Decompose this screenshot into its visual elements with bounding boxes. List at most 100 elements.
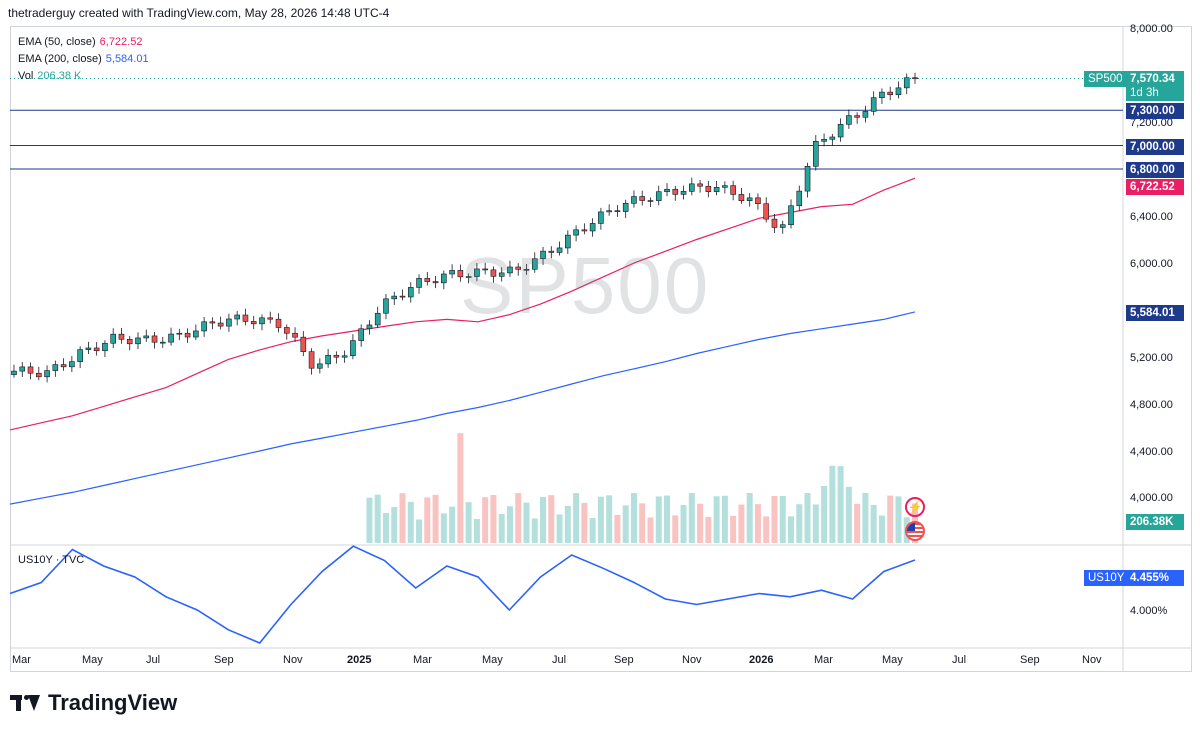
volume-bar <box>862 493 869 543</box>
candle-body <box>407 287 414 298</box>
candle-body <box>771 218 778 228</box>
volume-bar <box>432 494 439 543</box>
candle-body <box>44 370 50 378</box>
volume-tag: 206.38K <box>1126 514 1184 530</box>
candle-body <box>159 341 166 344</box>
time-axis-label: Sep <box>614 654 634 666</box>
candle-body <box>573 229 579 236</box>
legend-ema200[interactable]: EMA (200, close) 5,584.01 <box>18 53 149 65</box>
candle-body <box>779 224 786 228</box>
volume-bar <box>680 505 687 543</box>
price-tick-label: 8,000.00 <box>1130 23 1173 35</box>
volume-bar <box>730 515 737 543</box>
candle-body <box>507 266 513 274</box>
volume-bar <box>424 497 431 543</box>
candle-body <box>531 258 538 270</box>
last-price-tag: 7,570.34 <box>1126 71 1184 87</box>
candle-body <box>35 372 42 378</box>
legend-ema50-value: 6,722.52 <box>99 36 143 48</box>
candle-body <box>383 298 389 314</box>
candle-body <box>540 250 546 260</box>
volume-bar <box>622 505 629 543</box>
volume-bar <box>581 502 588 543</box>
symbol-tag: SP500 <box>1084 71 1127 87</box>
volume-bar <box>523 502 530 543</box>
candle-body <box>796 190 803 207</box>
volume-bar <box>606 495 613 543</box>
volume-bar <box>391 507 398 543</box>
volume-bar <box>655 496 662 543</box>
candle-body <box>639 196 646 201</box>
candle-body <box>391 295 398 300</box>
event-earnings-icon[interactable]: ⚡ <box>905 497 925 517</box>
volume-bar <box>754 504 761 543</box>
legend-vol[interactable]: Vol 206.38 K <box>18 70 81 82</box>
candle-body <box>713 187 720 192</box>
candle-body <box>11 370 17 375</box>
candle-body <box>292 332 298 338</box>
candle-body <box>887 91 894 96</box>
volume-bar <box>895 496 902 543</box>
candle-body <box>854 115 860 118</box>
volume-bar <box>416 519 423 543</box>
volume-bar <box>399 493 406 543</box>
candle-body <box>366 324 373 330</box>
candle-body <box>490 269 497 277</box>
price-tick-label: 4,000.00 <box>1130 492 1173 504</box>
candle-body <box>234 314 240 320</box>
volume-bar <box>449 506 456 543</box>
us10y-pane-title[interactable]: US10Y · TVC <box>18 554 85 566</box>
volume-bar <box>887 495 894 543</box>
candle-body <box>870 97 877 112</box>
volume-bar <box>457 433 464 543</box>
volume-bar <box>771 496 778 543</box>
volume-bar <box>746 493 753 543</box>
time-axis-label: Mar <box>12 654 31 666</box>
legend-vol-value: 206.38 K <box>37 70 82 82</box>
price-tick-label: 6,400.00 <box>1130 211 1173 223</box>
economic-event-us-flag-icon[interactable] <box>905 521 925 541</box>
candle-body <box>399 295 406 298</box>
candle-body <box>614 210 621 212</box>
chart-frame <box>10 26 1192 672</box>
candle-body <box>465 276 472 278</box>
candle-body <box>879 91 885 98</box>
candle-body <box>85 347 92 350</box>
candle-body <box>565 234 571 249</box>
us10y-value-tag: 4.455% <box>1126 570 1184 586</box>
candle-body <box>143 335 150 339</box>
legend-ema50[interactable]: EMA (50, close) 6,722.52 <box>18 36 142 48</box>
candle-body <box>631 196 637 204</box>
candle-body <box>267 317 274 320</box>
candle-body <box>69 361 75 368</box>
candle-body <box>77 349 83 362</box>
price-tick-label: 4,400.00 <box>1130 446 1173 458</box>
volume-bar <box>845 486 852 543</box>
candle-body <box>788 205 794 226</box>
candle-body <box>432 281 439 284</box>
volume-bar <box>614 514 621 543</box>
candle-body <box>482 268 488 271</box>
tradingview-logo[interactable]: TradingView <box>10 690 177 716</box>
candle-body <box>672 188 679 195</box>
time-axis-label: Sep <box>1020 654 1040 666</box>
time-axis-label: Mar <box>413 654 432 666</box>
candle-body <box>515 266 522 270</box>
level-7300-tag: 7,300.00 <box>1126 103 1184 119</box>
volume-bar <box>697 503 704 543</box>
candle-body <box>895 87 902 96</box>
candle-body <box>746 197 753 201</box>
candle-body <box>689 183 695 192</box>
candle-body <box>912 77 918 80</box>
candle-body <box>647 200 654 202</box>
candle-body <box>441 273 447 284</box>
legend-ema50-label: EMA (50, close) <box>18 36 96 48</box>
volume-bar <box>796 504 803 543</box>
volume-bar <box>465 502 472 543</box>
volume-bar <box>821 486 828 543</box>
candle-body <box>374 312 381 326</box>
ema50-tag: 6,722.52 <box>1126 179 1184 195</box>
candle-body <box>722 185 728 188</box>
candle-body <box>193 330 199 338</box>
